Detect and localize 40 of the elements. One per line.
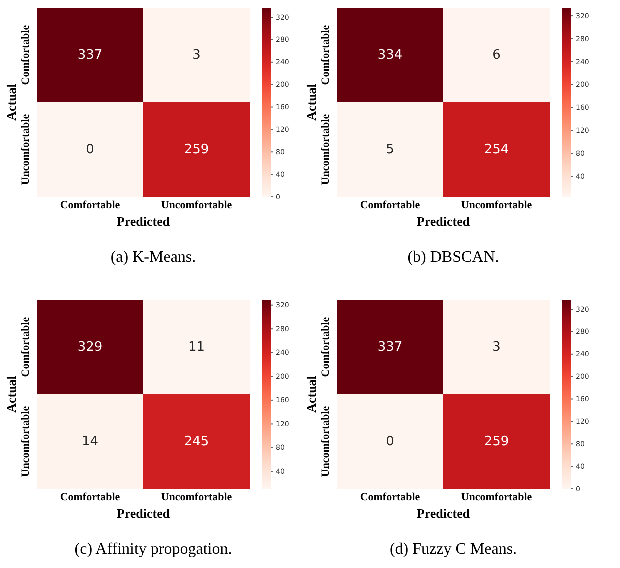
data-label: 0 — [386, 434, 394, 450]
x-axis-title: Predicted — [116, 214, 171, 229]
data-label: 6 — [492, 48, 501, 63]
text: (d) Fuzzy C Means. — [390, 541, 518, 558]
data-label: 245 — [184, 434, 210, 450]
data-label: 3 — [492, 340, 501, 355]
data-label: 329 — [78, 340, 103, 355]
data-label: 259 — [484, 434, 510, 450]
y-tick-label: Comfortable — [20, 317, 32, 378]
y-axis-title: Actual — [304, 84, 319, 121]
data-label: 337 — [378, 340, 403, 355]
x-tick-label: Uncomfortable — [161, 492, 232, 504]
data-label: 254 — [484, 142, 510, 158]
y-tick-label: Comfortable — [20, 25, 32, 86]
data-label: 11 — [188, 340, 206, 355]
y-axis-title: Actual — [4, 376, 19, 413]
x-tick-label: Comfortable — [60, 492, 120, 504]
y-tick-label: Comfortable — [320, 25, 332, 86]
data-label: 5 — [386, 142, 394, 158]
x-tick-label: Comfortable — [360, 492, 420, 504]
data-label: 259 — [184, 142, 210, 158]
text: (a) K-Means. — [110, 249, 196, 266]
text: (b) DBSCAN. — [408, 249, 500, 266]
y-axis-title: Actual — [304, 376, 319, 413]
x-axis-title: Predicted — [116, 506, 171, 521]
x-tick-label: Comfortable — [60, 200, 120, 212]
y-tick-label: Comfortable — [320, 317, 332, 378]
x-tick-label: Uncomfortable — [461, 492, 532, 504]
y-axis-title: Actual — [4, 84, 19, 121]
data-label: 334 — [378, 48, 403, 63]
x-tick-label: Uncomfortable — [461, 200, 532, 212]
x-axis-title: Predicted — [416, 506, 471, 521]
x-tick-label: Comfortable — [360, 200, 420, 212]
data-label: 3 — [192, 48, 201, 63]
text: (c) Affinity propogation. — [74, 541, 232, 558]
data-label: 337 — [78, 48, 103, 63]
x-tick-label: Uncomfortable — [161, 200, 232, 212]
data-label: 0 — [86, 142, 94, 158]
x-axis-title: Predicted — [416, 214, 471, 229]
data-label: 14 — [82, 434, 99, 450]
